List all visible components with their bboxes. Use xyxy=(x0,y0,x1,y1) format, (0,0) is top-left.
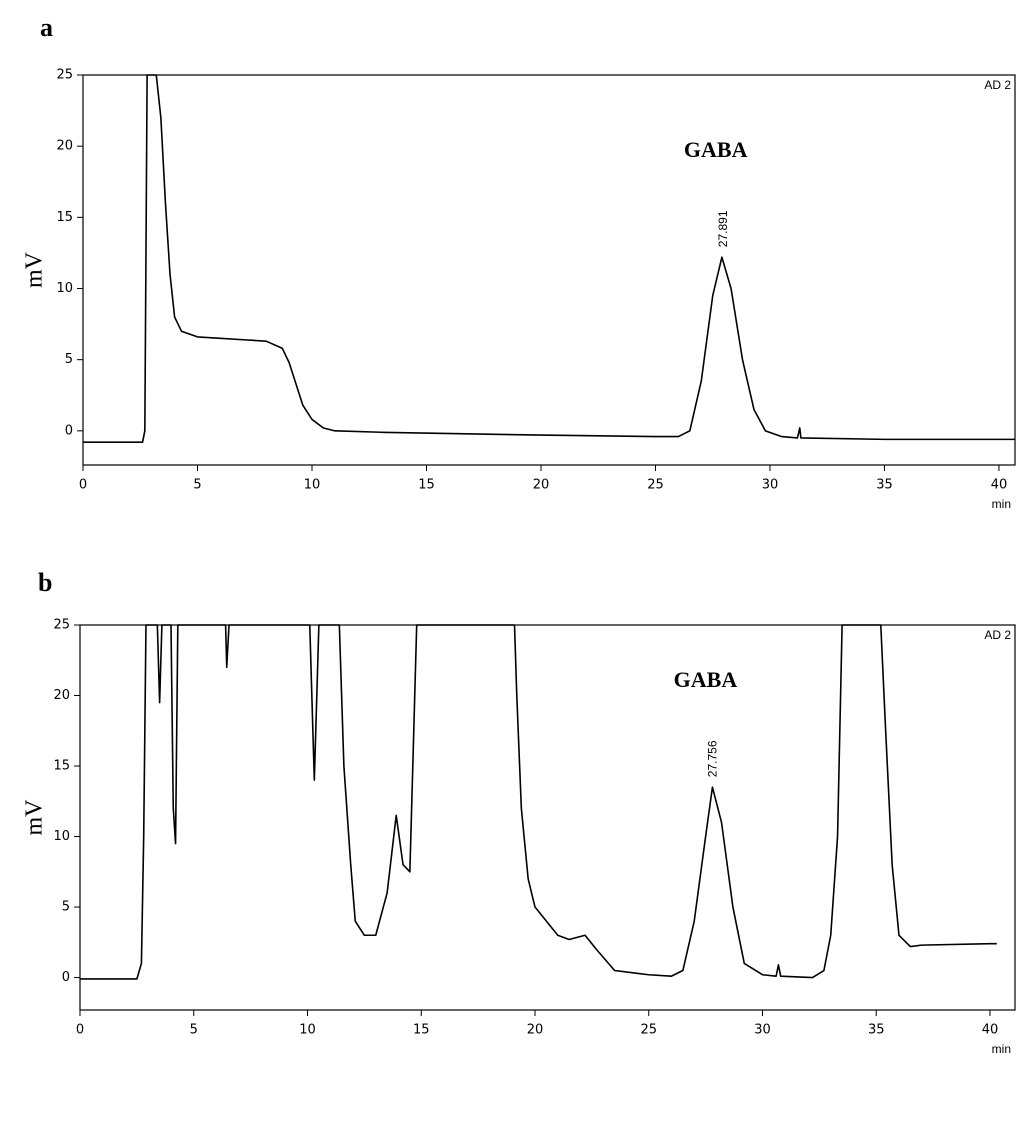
y-tick-label: 10 xyxy=(53,829,70,844)
x-tick-label: 0 xyxy=(79,478,87,493)
chromatogram-trace xyxy=(83,74,1015,444)
panel-label: b xyxy=(38,568,52,597)
x-tick-label: 5 xyxy=(190,1023,198,1038)
x-tick-label: 5 xyxy=(193,478,201,493)
peak-time-label: 27.756 xyxy=(706,740,720,777)
chromatogram-trace xyxy=(80,624,997,980)
y-tick-label: 0 xyxy=(62,970,70,985)
plot-frame xyxy=(82,74,1016,466)
y-tick-label: 5 xyxy=(62,900,70,915)
y-tick-label: 0 xyxy=(65,423,73,438)
x-axis-label: min xyxy=(992,1042,1011,1056)
y-tick-label: 20 xyxy=(56,139,73,154)
y-tick-label: 15 xyxy=(53,759,70,774)
y-tick-label: 5 xyxy=(65,352,73,367)
x-tick-label: 25 xyxy=(647,478,664,493)
peak-time-label: 27.891 xyxy=(716,210,730,247)
y-tick-label: 25 xyxy=(53,618,70,633)
y-tick-label: 10 xyxy=(56,281,73,296)
plot-frame xyxy=(79,624,1016,1011)
x-tick-label: 20 xyxy=(533,478,550,493)
detector-label: AD 2 xyxy=(984,78,1011,92)
x-tick-label: 0 xyxy=(76,1023,84,1038)
x-tick-label: 25 xyxy=(640,1023,657,1038)
detector-label: AD 2 xyxy=(984,628,1011,642)
y-axis-label: mV xyxy=(22,799,48,836)
x-tick-label: 15 xyxy=(413,1023,430,1038)
compound-label: GABA xyxy=(674,667,738,692)
x-tick-label: 30 xyxy=(762,478,779,493)
x-tick-label: 35 xyxy=(868,1023,885,1038)
x-tick-label: 35 xyxy=(876,478,893,493)
x-tick-label: 10 xyxy=(299,1023,316,1038)
y-tick-label: 25 xyxy=(56,68,73,83)
x-tick-label: 10 xyxy=(304,478,321,493)
x-tick-label: 30 xyxy=(754,1023,771,1038)
x-tick-label: 40 xyxy=(991,478,1008,493)
y-tick-label: 15 xyxy=(56,210,73,225)
chart-panel: a 0 5 10 15 20 25 0 5 10 15 20 25 30 35 40 min mV AD 2 27.8… xyxy=(22,13,1016,511)
compound-label: GABA xyxy=(684,137,748,162)
y-tick-label: 20 xyxy=(53,688,70,703)
x-axis-label: min xyxy=(992,497,1011,511)
chart-panel: b 0 5 10 15 20 25 0 5 10 15 20 25 30 35 40 min mV AD 2 27.7… xyxy=(22,568,1016,1056)
y-axis-label: mV xyxy=(22,251,48,288)
panel-label: a xyxy=(40,13,53,42)
x-tick-label: 40 xyxy=(982,1023,999,1038)
x-tick-label: 15 xyxy=(418,478,435,493)
x-tick-label: 20 xyxy=(527,1023,544,1038)
